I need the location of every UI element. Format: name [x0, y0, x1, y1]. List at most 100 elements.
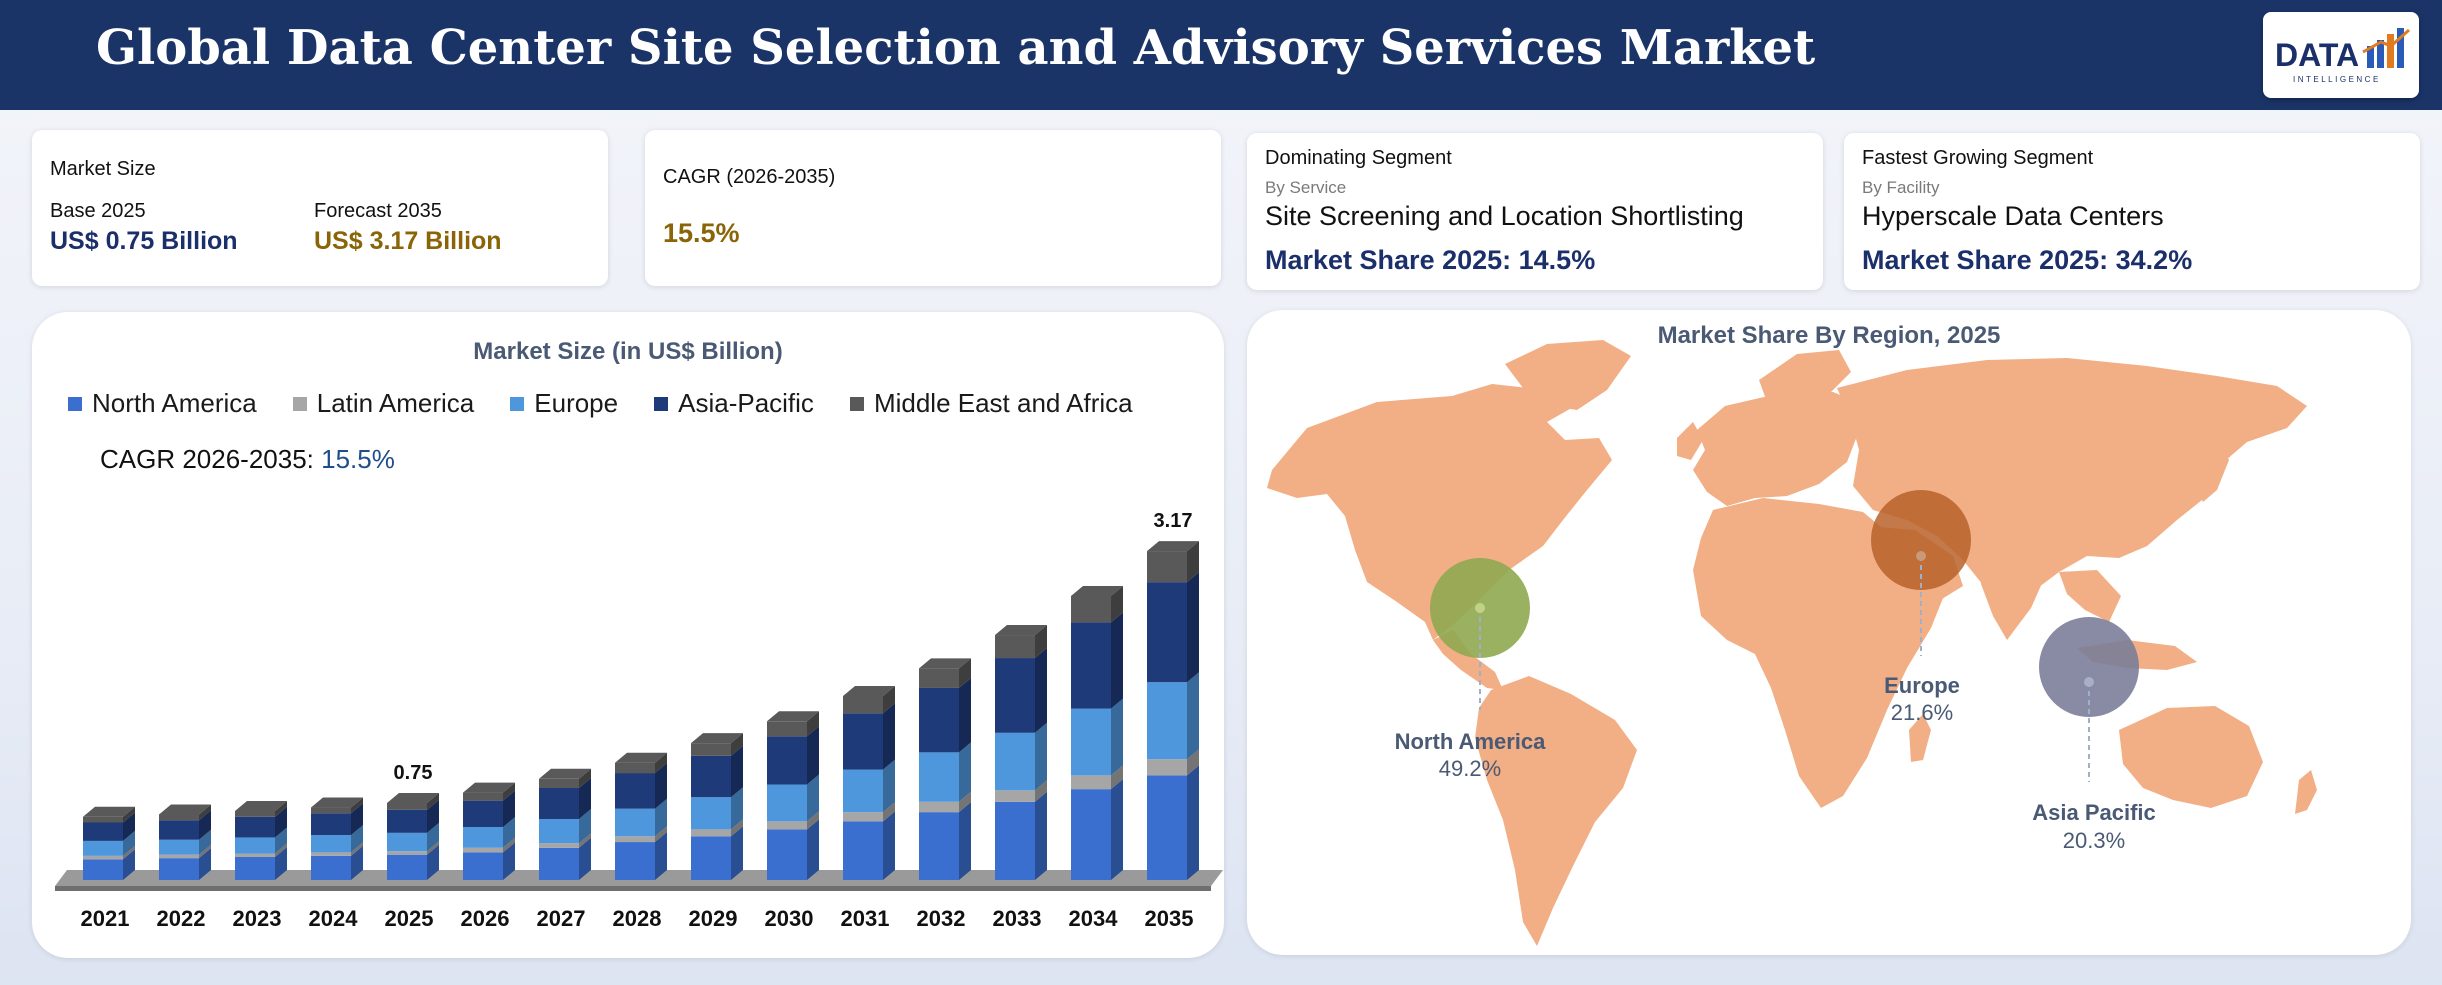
bar-top	[235, 801, 287, 811]
bar-segment	[615, 842, 655, 880]
x-tick-label: 2029	[689, 906, 738, 931]
bar-segment	[919, 668, 959, 688]
bar-segment-side	[503, 782, 515, 801]
dominating-segment-name: Site Screening and Location Shortlisting	[1265, 201, 1744, 231]
bar-segment-side	[199, 829, 211, 855]
stacked-bar-chart: 2021 2022 2023 2024 2025 0.75 2026 2027 2028 2029…	[55, 510, 1223, 931]
bar-segment-side	[351, 803, 363, 836]
x-tick-label: 2031	[841, 906, 890, 931]
legend-item: Middle East and Africa	[849, 388, 1133, 419]
bar-segment-side	[731, 826, 743, 880]
bar-segment-side	[959, 791, 971, 813]
dominating-segment-card: Dominating Segment By Service Site Scree…	[1247, 133, 1823, 290]
bar-segment	[539, 843, 579, 848]
bar-segment-side	[807, 711, 819, 737]
bar-segment	[235, 837, 275, 854]
bar-segment-side	[579, 809, 591, 844]
bar-segment	[691, 797, 731, 830]
bar-segment	[463, 847, 503, 853]
bar-segment-side	[123, 849, 135, 880]
base-value: US$ 0.75 Billion	[50, 227, 238, 255]
bar-segment-side	[427, 792, 439, 810]
x-tick-label: 2032	[917, 906, 966, 931]
bar-segment-side	[883, 802, 895, 822]
bar-segment	[235, 853, 275, 857]
bar-segment-side	[351, 845, 363, 880]
bar-segment-side	[351, 797, 363, 814]
bar-segment-side	[351, 825, 363, 853]
legend-item: Asia-Pacific	[654, 388, 814, 419]
bar-segment-side	[883, 759, 895, 813]
bar-segment	[311, 807, 351, 814]
legend-swatch	[849, 396, 864, 411]
bar-segment-side	[959, 677, 971, 753]
bar-top	[311, 797, 363, 808]
europe-marker	[1871, 490, 1971, 656]
bar-top	[767, 711, 819, 722]
legend-label: Europe	[534, 388, 619, 418]
bar-segment	[995, 658, 1035, 733]
bar-segment	[159, 858, 199, 880]
bar-segment	[463, 800, 503, 828]
bar-segment	[1147, 775, 1187, 880]
fastest-growing-name: Hyperscale Data Centers	[1862, 201, 2164, 231]
bar-segment-side	[959, 658, 971, 688]
bar-segment-side	[959, 802, 971, 880]
bar-segment	[539, 788, 579, 820]
bar-segment-side	[807, 774, 819, 822]
x-tick-label: 2033	[993, 906, 1042, 931]
bar-segment	[1071, 708, 1111, 776]
legend-item: North America	[68, 388, 257, 419]
bar-segment	[83, 816, 123, 823]
bar-top	[387, 792, 439, 803]
bar-segment-side	[1187, 572, 1199, 683]
fastest-growing-by: By Facility	[1862, 178, 1940, 197]
x-tick-label: 2034	[1069, 906, 1119, 931]
world-map: North America 49.2% Europe 21.6% Asia Pa…	[1267, 340, 2317, 946]
bar-segment-side	[1035, 722, 1047, 791]
bar-segment	[235, 811, 275, 817]
chart-title: Market Size (in US$ Billion)	[473, 338, 783, 365]
bar-segment-side	[351, 842, 363, 856]
cagr-annotation: CAGR 2026-2035: 15.5%	[100, 444, 395, 475]
bar-segment	[1147, 682, 1187, 760]
cagr-card: CAGR (2026-2035) 15.5%	[645, 130, 1221, 286]
bar-segment	[463, 852, 503, 880]
bar-segment-side	[655, 763, 667, 809]
bar-segment	[919, 687, 959, 753]
bar-segment	[995, 635, 1035, 659]
base-year-label: Base 2025	[50, 200, 146, 222]
bar-segment-side	[427, 822, 439, 852]
legend-label: North America	[92, 388, 257, 418]
bar-segment-side	[275, 801, 287, 817]
market-size-card: Market Size Base 2025 US$ 0.75 Billion F…	[32, 130, 608, 286]
bar-segment-side	[579, 778, 591, 820]
bar-segment-side	[731, 787, 743, 830]
bar-segment	[843, 696, 883, 714]
bar-segment-side	[1187, 765, 1199, 880]
europe-value: 21.6%	[1891, 700, 1953, 725]
bar-segment	[387, 809, 427, 833]
bar-segment-side	[731, 819, 743, 837]
bar-segment-side	[199, 810, 211, 840]
fastest-growing-title: Fastest Growing Segment	[1862, 147, 2094, 169]
bar-segment	[235, 816, 275, 838]
bar-top	[83, 806, 135, 817]
bar-segment	[311, 835, 351, 853]
bar-segment	[919, 801, 959, 813]
bar-segment-side	[807, 726, 819, 785]
bar-segment-side	[1035, 648, 1047, 733]
dominating-segment-share: Market Share 2025: 14.5%	[1265, 245, 1596, 275]
bar-segment	[539, 819, 579, 844]
bar-segment	[1147, 551, 1187, 583]
bar-segment-side	[503, 842, 515, 880]
chart-legend: North America Latin America Europe Asia-…	[68, 388, 1133, 419]
bar-segment	[1071, 595, 1111, 623]
bar-segment-side	[807, 819, 819, 880]
bar-segment	[387, 802, 427, 810]
x-tick-label: 2024	[309, 906, 359, 931]
x-tick-label: 2028	[613, 906, 662, 931]
dominating-segment-by: By Service	[1265, 178, 1347, 197]
bar-segment	[83, 822, 123, 841]
europe-label: Europe	[1884, 673, 1960, 698]
